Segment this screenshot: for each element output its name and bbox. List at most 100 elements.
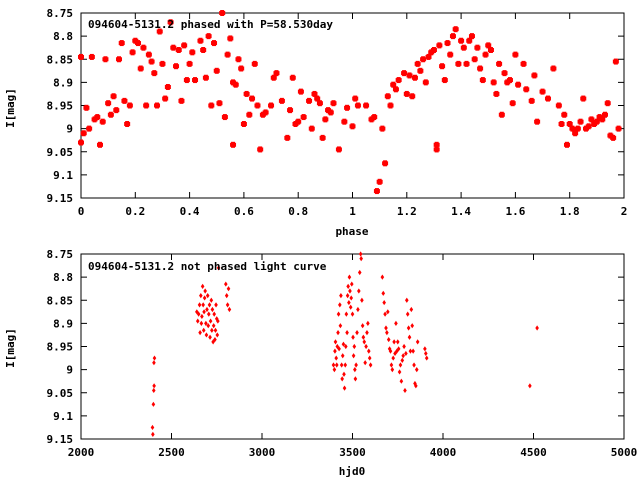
data-point [270,74,277,81]
data-point [360,297,364,303]
data-point [392,86,399,93]
data-point [300,114,307,121]
data-point [203,288,207,294]
data-point [395,77,402,84]
data-point [528,383,532,389]
data-point [345,293,350,299]
data-point [401,70,408,77]
data-point [555,102,562,109]
x-tick-label: 0 [78,205,85,218]
data-point [314,95,321,102]
y-tick-label: 8.95 [47,341,74,354]
x-tick-label: 1.2 [397,205,417,218]
data-point [240,121,247,127]
data-point [351,334,355,340]
x-tick-label: 3500 [339,446,366,459]
data-point [91,116,98,123]
data-point [363,102,370,109]
data-point [83,104,90,111]
data-point [460,44,467,51]
data-point [124,121,131,127]
data-point [392,339,396,345]
data-point [401,353,405,359]
data-point [357,269,362,276]
data-point [359,256,363,262]
data-point [189,49,196,56]
data-point [102,56,109,63]
data-point [213,336,217,343]
data-point [216,100,223,107]
data-point [376,178,383,185]
data-point [493,90,500,97]
data-point [528,97,535,104]
data-point [325,107,332,114]
data-point [140,44,147,51]
data-point [577,118,584,125]
y-axis: 8.75 8.8 8.85 8.9 8.95 9 9.05 9.1 9.15 [47,248,624,446]
data-point [360,323,365,329]
data-point [343,362,348,368]
data-point [338,302,342,308]
data-point [327,109,334,116]
data-point [118,40,125,47]
data-point [424,350,428,357]
data-point [383,311,387,317]
data-point [196,311,201,317]
data-point [116,56,123,63]
data-point [333,339,338,345]
x-tick-label: 0.4 [180,205,200,218]
data-point [387,346,392,352]
data-point [338,323,343,329]
data-point [137,65,144,72]
data-point [498,111,505,118]
data-point [591,121,598,127]
data-point [468,33,475,40]
data-point [379,125,386,132]
x-tick-label: 3000 [249,446,276,459]
data-point [200,283,205,289]
data-point [246,111,253,118]
data-point [593,118,600,125]
data-point [316,100,323,107]
data-point [353,376,358,382]
data-point [99,118,106,125]
x-axis: 2000 2500 3000 3500 4000 4500 5000 [68,254,637,459]
data-point [152,355,157,361]
data-point [550,65,557,72]
data-point [211,339,215,345]
data-point [339,293,343,299]
y-tick-label: 9.1 [53,410,73,423]
data-point [539,88,546,95]
data-point [208,102,215,109]
data-point [330,100,337,107]
data-points [150,251,539,437]
data-point [366,348,371,354]
x-tick-label: 4500 [520,446,547,459]
data-point [395,339,400,345]
data-point [520,60,527,67]
data-point [441,77,448,84]
data-point [235,56,242,63]
data-point [224,293,229,299]
data-point [433,146,440,153]
data-point [143,102,150,109]
data-point [452,26,459,33]
data-point [366,320,370,326]
data-point [596,114,603,121]
data-point [561,111,568,118]
x-tick-label: 1 [349,205,356,218]
data-point [487,47,494,53]
data-point [535,325,539,331]
data-point [167,19,174,26]
data-point [414,383,418,389]
data-point [348,304,353,310]
data-point [471,56,478,63]
data-point [183,77,190,84]
data-point [164,84,171,90]
y-tick-label: 8.75 [47,248,74,261]
data-point [341,341,346,347]
data-point [200,313,204,320]
data-point [336,330,340,336]
data-point [227,35,234,42]
data-point [403,387,407,394]
